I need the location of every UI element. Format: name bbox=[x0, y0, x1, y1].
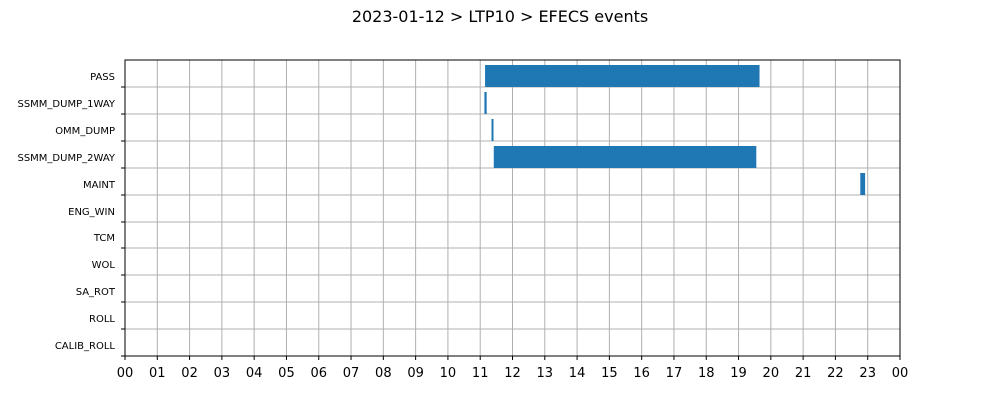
x-tick-label: 06 bbox=[310, 366, 327, 381]
x-tick-label: 01 bbox=[149, 366, 166, 381]
event-bar-omm-dump bbox=[491, 119, 494, 141]
x-tick-label: 12 bbox=[504, 366, 521, 381]
x-tick-label: 07 bbox=[343, 366, 360, 381]
y-tick-label-maint: MAINT bbox=[83, 180, 116, 191]
y-tick-label-omm-dump: OMM_DUMP bbox=[55, 126, 115, 137]
x-tick-label: 19 bbox=[730, 366, 747, 381]
y-tick-label-eng-win: ENG_WIN bbox=[68, 207, 115, 218]
x-tick-label: 11 bbox=[472, 366, 489, 381]
y-axis-labels: PASS SSMM_DUMP_1WAY OMM_DUMP SSMM_DUMP_2WAY… bbox=[17, 72, 125, 357]
y-tick-label-ssmm-dump-2way: SSMM_DUMP_2WAY bbox=[17, 153, 115, 164]
y-tick-label-tcm: TCM bbox=[93, 233, 115, 244]
x-tick-label: 03 bbox=[214, 366, 231, 381]
chart-title: 2023-01-12 > LTP10 > EFECS events bbox=[352, 7, 648, 26]
x-tick-label: 10 bbox=[440, 366, 457, 381]
y-tick-label-calib-roll: CALIB_ROLL bbox=[55, 341, 116, 352]
x-tick-label: 04 bbox=[246, 366, 263, 381]
x-tick-label: 05 bbox=[278, 366, 295, 381]
x-tick-label: 00 bbox=[117, 366, 134, 381]
x-tick-label: 00 bbox=[892, 366, 909, 381]
event-bar-pass bbox=[485, 65, 760, 87]
x-tick-label: 14 bbox=[569, 366, 586, 381]
event-bars bbox=[484, 65, 866, 195]
x-tick-label: 15 bbox=[601, 366, 618, 381]
x-tick-label: 21 bbox=[795, 366, 812, 381]
x-tick-label: 02 bbox=[181, 366, 198, 381]
y-tick-label-roll: ROLL bbox=[89, 314, 115, 325]
grid-lines bbox=[124, 60, 901, 357]
x-tick-label: 16 bbox=[633, 366, 650, 381]
event-bar-maint bbox=[860, 173, 866, 195]
y-tick-label-ssmm-dump-1way: SSMM_DUMP_1WAY bbox=[17, 99, 115, 110]
event-bar-ssmm-dump-2way bbox=[493, 146, 757, 168]
x-tick-label: 17 bbox=[666, 366, 683, 381]
y-tick-label-wol: WOL bbox=[92, 260, 116, 271]
x-tick-label: 20 bbox=[763, 366, 780, 381]
x-tick-label: 18 bbox=[698, 366, 715, 381]
x-axis-labels: 00 01 02 03 04 05 06 07 08 09 10 11 12 13 14 15 16 17 18 19… bbox=[117, 356, 909, 381]
x-tick-label: 23 bbox=[859, 366, 876, 381]
y-tick-label-pass: PASS bbox=[90, 72, 115, 83]
x-tick-label: 08 bbox=[375, 366, 392, 381]
event-bar-ssmm-dump-1way bbox=[484, 92, 487, 114]
x-tick-label: 09 bbox=[407, 366, 424, 381]
x-tick-label: 22 bbox=[827, 366, 844, 381]
x-tick-label: 13 bbox=[537, 366, 554, 381]
y-tick-label-sa-rot: SA_ROT bbox=[76, 287, 116, 298]
